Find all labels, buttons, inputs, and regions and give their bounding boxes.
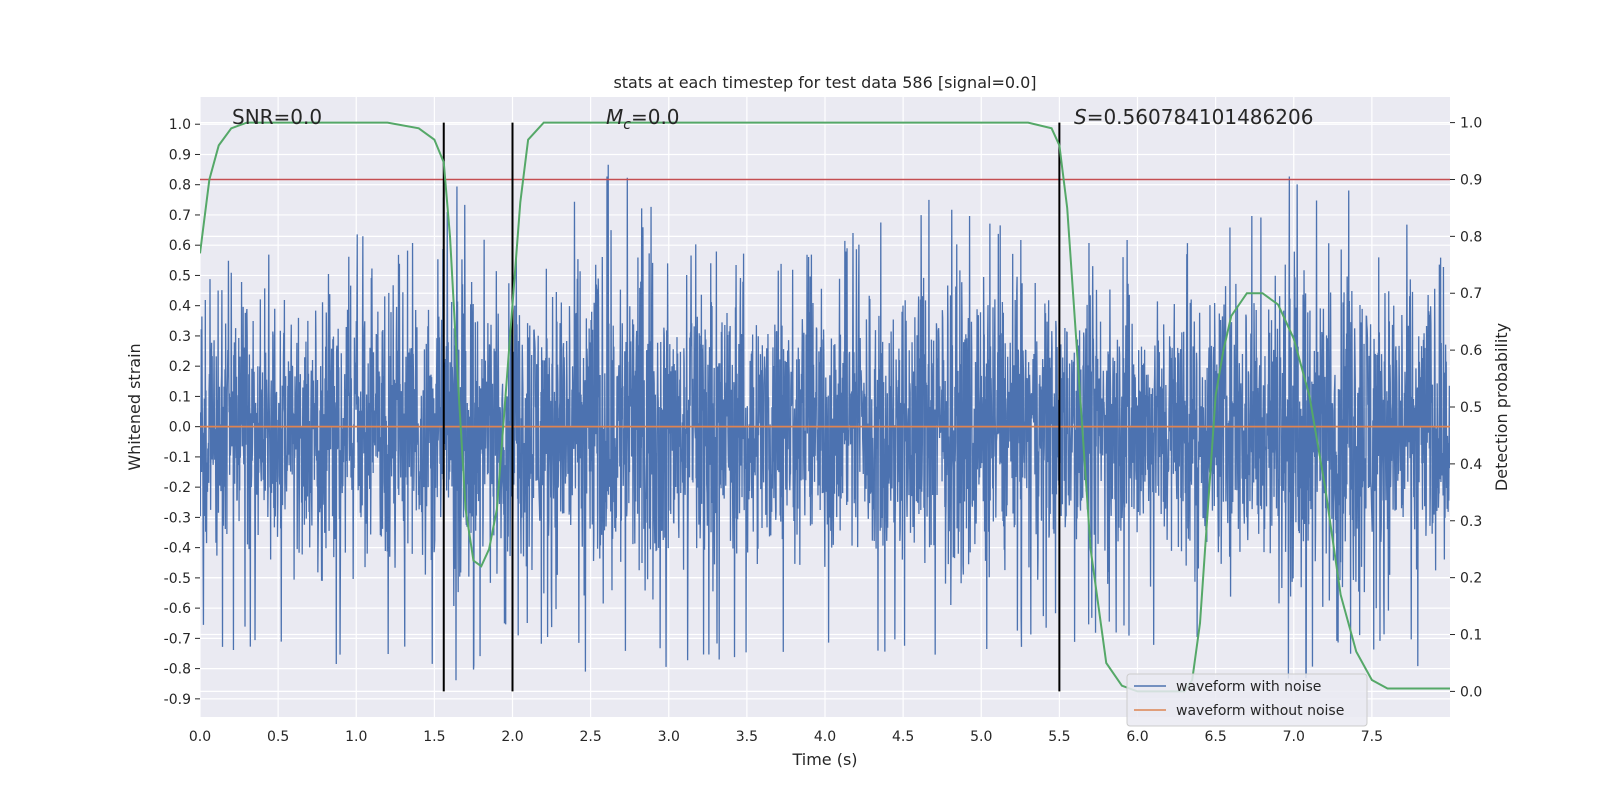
x-tick-label: 0.0 xyxy=(189,729,211,745)
x-tick-label: 6.5 xyxy=(1204,729,1226,745)
y2-tick-label: 0.7 xyxy=(1460,286,1482,302)
data-layer xyxy=(200,121,1450,693)
axes: 0.0 0.5 1.0 1.5 2.0 2.5 3.0 3.5 4.0 4.5 5.0 5.5 6.0 6… xyxy=(164,116,1483,745)
y2-tick-label: 0.2 xyxy=(1460,571,1482,587)
y-tick-label: 0.5 xyxy=(169,268,191,284)
y2-axis-label: Detection probability xyxy=(1492,323,1511,491)
series-waveform-with-noise xyxy=(200,164,1450,681)
x-tick-label: 2.5 xyxy=(579,729,601,745)
y-tick-label: -0.9 xyxy=(164,692,191,708)
y-tick-label: 0.1 xyxy=(169,389,191,405)
y2-tick-label: 0.4 xyxy=(1460,457,1482,473)
y-tick-label: -0.4 xyxy=(164,541,191,557)
y2-tick-label: 0.0 xyxy=(1460,684,1482,700)
y-tick-label: -0.8 xyxy=(164,662,191,678)
y2-tick-label: 0.8 xyxy=(1460,229,1482,245)
y2-tick-label: 0.1 xyxy=(1460,628,1482,644)
annotation-chirp-mass: Mc=0.0 xyxy=(606,105,680,133)
y-tick-label: -0.5 xyxy=(164,571,191,587)
y-tick-label: 0.4 xyxy=(169,299,191,315)
chart-title: stats at each timestep for test data 586… xyxy=(613,73,1036,92)
x-tick-label: 7.0 xyxy=(1283,729,1305,745)
series-detection-probability xyxy=(200,121,1450,693)
y2-tick-label: 0.5 xyxy=(1460,400,1482,416)
x-tick-label: 3.0 xyxy=(658,729,680,745)
annotation-s: S=0.560784101486206 xyxy=(1074,105,1313,129)
legend-label-noise: waveform with noise xyxy=(1176,679,1321,695)
x-tick-label: 2.0 xyxy=(501,729,523,745)
y-tick-label: 0.6 xyxy=(169,238,191,254)
y-axis-label: Whitened strain xyxy=(125,343,144,470)
x-tick-label: 7.5 xyxy=(1361,729,1383,745)
annotation-snr: SNR=0.0 xyxy=(232,105,322,129)
y-tick-label: 0.0 xyxy=(169,420,191,436)
y-tick-label: -0.6 xyxy=(164,601,191,617)
x-tick-label: 3.5 xyxy=(736,729,758,745)
y-tick-label: -0.2 xyxy=(164,480,191,496)
y-tick-label: 1.0 xyxy=(169,117,191,133)
x-tick-label: 4.5 xyxy=(892,729,914,745)
x-tick-label: 1.5 xyxy=(423,729,445,745)
y-tick-label: -0.7 xyxy=(164,631,191,647)
x-tick-label: 1.0 xyxy=(345,729,367,745)
y-tick-label: -0.1 xyxy=(164,450,191,466)
y-tick-label: -0.3 xyxy=(164,510,191,526)
x-tick-label: 4.0 xyxy=(814,729,836,745)
y-tick-label: 0.3 xyxy=(169,329,191,345)
x-tick-label: 5.5 xyxy=(1048,729,1070,745)
x-tick-label: 6.0 xyxy=(1126,729,1148,745)
y2-tick-label: 0.6 xyxy=(1460,343,1482,359)
y2-tick-label: 1.0 xyxy=(1460,116,1482,132)
y2-tick-label: 0.3 xyxy=(1460,514,1482,530)
legend-box xyxy=(1126,673,1368,727)
x-tick-label: 5.0 xyxy=(970,729,992,745)
y-tick-label: 0.9 xyxy=(169,147,191,163)
y2-tick-label: 0.9 xyxy=(1460,172,1482,188)
x-tick-label: 0.5 xyxy=(267,729,289,745)
y-tick-label: 0.7 xyxy=(169,208,191,224)
legend: waveform with noise waveform without noi… xyxy=(1126,673,1368,727)
legend-label-clean: waveform without noise xyxy=(1176,703,1344,719)
y-tick-label: 0.8 xyxy=(169,178,191,194)
x-axis-label: Time (s) xyxy=(791,750,857,769)
y-tick-label: 0.2 xyxy=(169,359,191,375)
